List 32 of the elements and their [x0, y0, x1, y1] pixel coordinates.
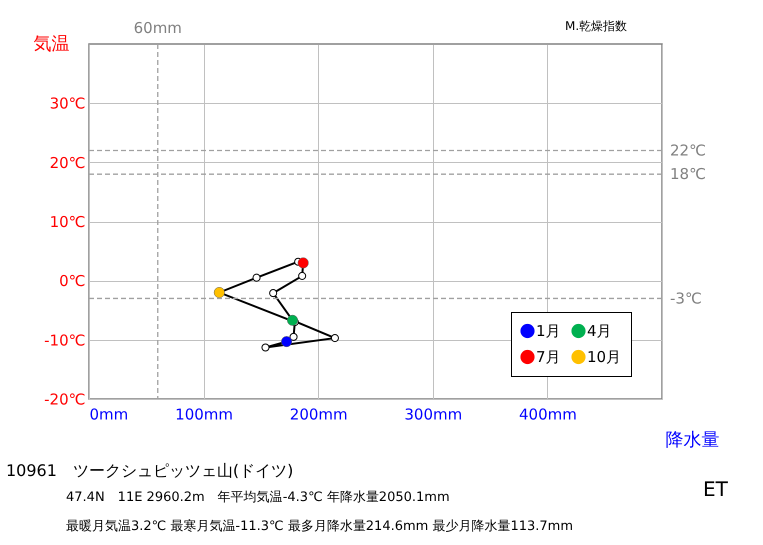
- point: [330, 334, 339, 342]
- x-tick-label: 200mm: [290, 406, 348, 424]
- ref-line-label: 18℃: [670, 165, 706, 184]
- y-axis-title: 気温: [34, 34, 70, 54]
- x-axis-title: 降水量: [666, 430, 720, 450]
- text: 最暖月気温3.2℃ 最寒月気温-11.3℃ 最多月降水量214.6mm 最少月降水量113.7mm: [66, 518, 573, 535]
- x-tick-label: 300mm: [404, 406, 462, 424]
- legend-label: 10月: [587, 348, 622, 366]
- y-tick-label: 10℃: [50, 213, 86, 231]
- legend-label: 1月: [536, 322, 561, 340]
- y-tick-label: 0℃: [59, 272, 86, 290]
- legend-label: 7月: [536, 348, 561, 366]
- y-tick-label: 20℃: [50, 154, 86, 172]
- y-tick-label: 30℃: [50, 94, 86, 113]
- y-tick-label: -10℃: [44, 331, 86, 350]
- point: [269, 289, 278, 298]
- ref-line-label: -3℃: [670, 289, 702, 308]
- point: [290, 332, 298, 341]
- text: 47.4N 11E 2960.2m 年平均気温-4.3℃ 年降水量2050.1mm: [66, 489, 450, 506]
- text: M.乾燥指数: [565, 18, 628, 35]
- point: [261, 343, 270, 352]
- point: [252, 274, 261, 282]
- x-tick-label: 0mm: [90, 406, 128, 424]
- text: 10961 ツークシュピッツェ山(ドイツ): [6, 461, 294, 480]
- point: [298, 272, 306, 280]
- ref-line-label: 60mm: [134, 19, 182, 37]
- text: ET: [703, 477, 728, 501]
- x-tick-label: 100mm: [175, 406, 234, 424]
- y-tick-label: -20℃: [44, 390, 86, 408]
- ref-line-label: 22℃: [670, 142, 706, 160]
- x-tick-label: 400mm: [518, 406, 577, 424]
- legend-label: 4月: [587, 322, 612, 340]
